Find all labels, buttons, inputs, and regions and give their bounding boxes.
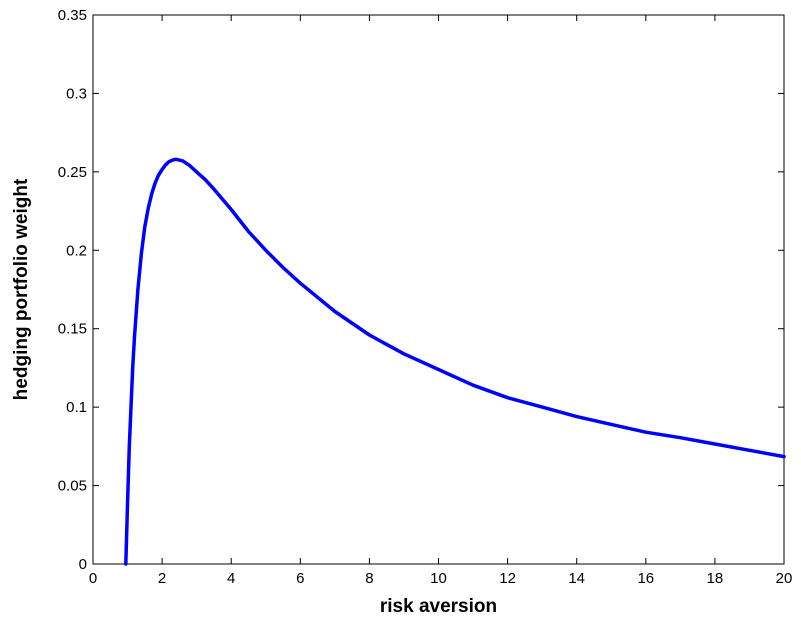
x-axis: 0 2 4 6 8 10 12 14 16 18 20: [89, 15, 793, 587]
y-tick-label: 0.35: [58, 7, 87, 24]
y-axis-label: hedging portfolio weight: [11, 178, 32, 400]
y-tick-label: 0.15: [58, 321, 87, 338]
y-tick-label: 0.1: [66, 399, 87, 416]
x-tick-label: 20: [776, 570, 793, 587]
plot-area: [92, 14, 785, 565]
x-tick-label: 16: [637, 570, 654, 587]
x-tick-label: 14: [568, 570, 585, 587]
x-tick-label: 18: [707, 570, 724, 587]
y-axis: 0 0.05 0.1 0.15 0.2 0.25 0.3 0.35: [58, 7, 784, 573]
series-line-0: [124, 157, 786, 566]
x-tick-label: 0: [89, 570, 97, 587]
x-axis-label: risk aversion: [380, 596, 497, 617]
y-tick-label: 0.2: [66, 242, 87, 259]
x-tick-label: 10: [430, 570, 447, 587]
x-tick-label: 8: [365, 570, 373, 587]
x-tick-label: 6: [296, 570, 304, 587]
x-tick-label: 12: [499, 570, 516, 587]
series-layer: [124, 157, 786, 566]
y-tick-label: 0.3: [66, 85, 87, 102]
y-tick-label: 0: [79, 556, 87, 573]
y-tick-label: 0.05: [58, 478, 87, 495]
x-tick-label: 4: [227, 570, 235, 587]
x-tick-label: 2: [158, 570, 166, 587]
y-tick-label: 0.25: [58, 164, 87, 181]
